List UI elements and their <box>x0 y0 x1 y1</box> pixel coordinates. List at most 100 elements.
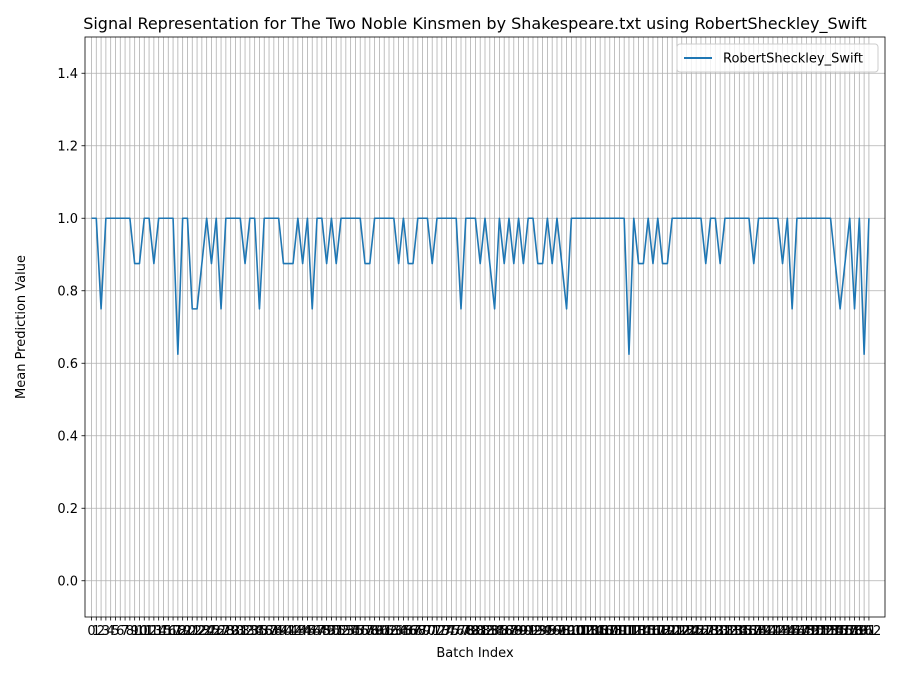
x-tick-label: 12 <box>141 624 158 639</box>
x-tick-label: 75 <box>443 624 460 639</box>
x-tick-label: 139 <box>746 624 771 639</box>
x-tick-label: 59 <box>366 624 383 639</box>
x-tick-label: 105 <box>583 624 608 639</box>
x-tick-label: 123 <box>669 624 694 639</box>
x-tick-label: 83 <box>482 624 499 639</box>
x-tick-label: 159 <box>842 624 867 639</box>
x-tick-label: 31 <box>232 624 249 639</box>
x-tick-label: 17 <box>165 624 182 639</box>
x-tick-label: 145 <box>775 624 800 639</box>
x-tick-label: 112 <box>617 624 642 639</box>
x-tick-label: 161 <box>852 624 877 639</box>
x-tick-label: 94 <box>534 624 551 639</box>
x-gridlines <box>91 37 870 617</box>
x-tick-label: 35 <box>251 624 268 639</box>
x-tick-label: 80 <box>467 624 484 639</box>
x-tick-label: 30 <box>227 624 244 639</box>
x-tick-label: 82 <box>477 624 494 639</box>
x-tick-label: 43 <box>290 624 307 639</box>
x-tick-label: 44 <box>294 624 311 639</box>
x-axis-label: Batch Index <box>436 646 514 661</box>
x-tick-label: 115 <box>631 624 656 639</box>
x-axis-ticks: 0123456789101112131415161718192021222324… <box>87 617 881 639</box>
x-tick-label: 74 <box>438 624 455 639</box>
x-tick-label: 104 <box>578 624 603 639</box>
x-tick-label: 39 <box>270 624 287 639</box>
x-tick-label: 19 <box>174 624 191 639</box>
x-tick-label: 146 <box>780 624 805 639</box>
x-tick-label: 111 <box>612 624 637 639</box>
x-tick-label: 64 <box>390 624 407 639</box>
x-tick-label: 95 <box>539 624 556 639</box>
x-tick-label: 11 <box>136 624 153 639</box>
x-tick-label: 16 <box>160 624 177 639</box>
x-tick-label: 28 <box>218 624 235 639</box>
x-tick-label: 73 <box>434 624 451 639</box>
x-tick-label: 15 <box>155 624 172 639</box>
x-tick-label: 132 <box>713 624 738 639</box>
x-tick-label: 84 <box>486 624 503 639</box>
x-tick-label: 40 <box>275 624 292 639</box>
x-tick-label: 42 <box>285 624 302 639</box>
x-tick-label: 141 <box>756 624 781 639</box>
x-tick-label: 162 <box>857 624 882 639</box>
x-tick-label: 54 <box>342 624 359 639</box>
x-tick-label: 18 <box>170 624 187 639</box>
x-tick-label: 60 <box>371 624 388 639</box>
y-gridlines <box>85 72 885 582</box>
x-tick-label: 67 <box>405 624 422 639</box>
x-tick-label: 109 <box>602 624 627 639</box>
series-line <box>91 217 870 355</box>
x-tick-label: 32 <box>237 624 254 639</box>
x-tick-label: 61 <box>376 624 393 639</box>
x-tick-label: 102 <box>569 624 594 639</box>
x-tick-label: 154 <box>818 624 843 639</box>
x-tick-label: 114 <box>626 624 651 639</box>
x-tick-label: 143 <box>765 624 790 639</box>
x-tick-label: 27 <box>213 624 230 639</box>
x-tick-label: 96 <box>544 624 561 639</box>
x-tick-label: 99 <box>558 624 575 639</box>
x-tick-label: 88 <box>506 624 523 639</box>
x-tick-label: 160 <box>847 624 872 639</box>
x-tick-label: 34 <box>246 624 263 639</box>
x-tick-label: 38 <box>266 624 283 639</box>
x-tick-label: 63 <box>386 624 403 639</box>
x-tick-label: 46 <box>304 624 321 639</box>
x-tick-label: 25 <box>203 624 220 639</box>
x-tick-label: 92 <box>525 624 542 639</box>
x-tick-label: 90 <box>515 624 532 639</box>
x-tick-label: 10 <box>131 624 148 639</box>
x-tick-label: 14 <box>150 624 167 639</box>
y-tick-label: 1.2 <box>57 139 78 154</box>
chart-title: Signal Representation for The Two Noble … <box>83 14 867 34</box>
x-tick-label: 3 <box>102 624 110 639</box>
x-tick-label: 144 <box>770 624 795 639</box>
y-tick-label: 0.0 <box>57 574 78 589</box>
x-tick-label: 47 <box>309 624 326 639</box>
y-tick-label: 0.4 <box>57 429 78 444</box>
x-tick-label: 41 <box>280 624 297 639</box>
y-tick-label: 1.4 <box>57 67 78 82</box>
x-tick-label: 147 <box>785 624 810 639</box>
x-tick-label: 136 <box>732 624 757 639</box>
x-tick-label: 7 <box>121 624 129 639</box>
x-tick-label: 65 <box>395 624 412 639</box>
x-tick-label: 103 <box>573 624 598 639</box>
x-tick-label: 93 <box>530 624 547 639</box>
x-tick-label: 55 <box>347 624 364 639</box>
legend-box <box>676 43 879 73</box>
x-tick-label: 158 <box>837 624 862 639</box>
x-tick-label: 8 <box>126 624 134 639</box>
x-tick-label: 133 <box>717 624 742 639</box>
x-tick-label: 56 <box>352 624 369 639</box>
x-tick-label: 116 <box>636 624 661 639</box>
x-tick-label: 81 <box>472 624 489 639</box>
x-tick-label: 26 <box>208 624 225 639</box>
x-tick-label: 150 <box>799 624 824 639</box>
x-tick-label: 129 <box>698 624 723 639</box>
x-tick-label: 87 <box>501 624 518 639</box>
x-tick-label: 79 <box>462 624 479 639</box>
series-layer <box>91 217 870 355</box>
x-tick-label: 153 <box>813 624 838 639</box>
